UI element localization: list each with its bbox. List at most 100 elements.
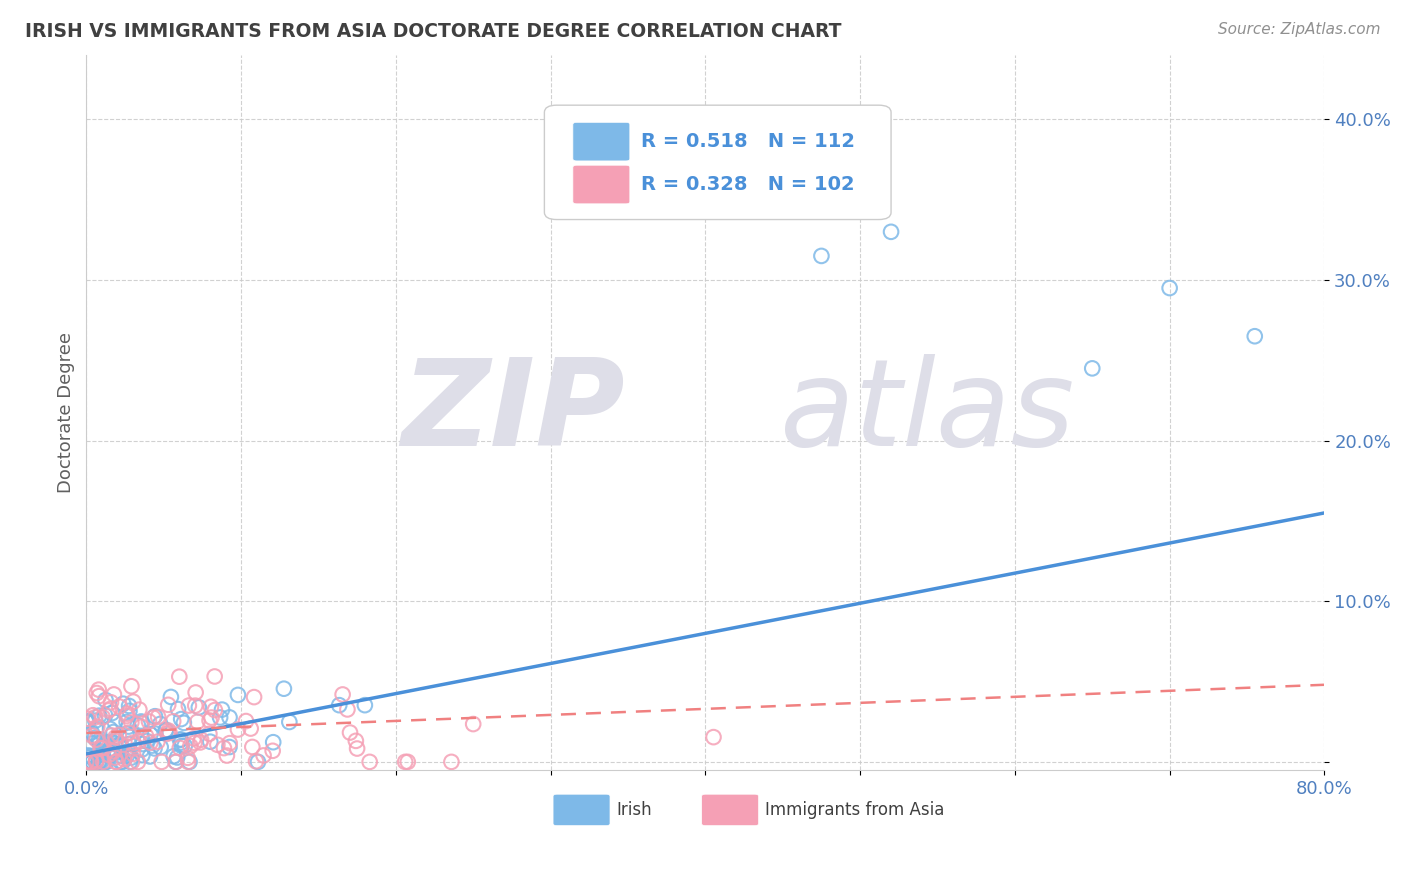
Point (87, 734, 110, 748)
Point (104, 750, 127, 764)
Point (77, 755, 100, 769)
Point (159, 725, 181, 739)
Point (336, 702, 359, 716)
Point (103, 725, 125, 739)
Point (98, 742, 121, 756)
Point (190, 732, 212, 747)
Text: R = 0.518   N = 112: R = 0.518 N = 112 (641, 132, 855, 151)
Point (77, 714, 100, 729)
Point (80, 729, 103, 743)
Point (162, 714, 184, 729)
Point (165, 755, 187, 769)
Point (463, 717, 485, 731)
Point (82, 708, 104, 723)
Point (239, 722, 262, 736)
Point (118, 704, 141, 718)
Point (155, 723, 177, 737)
Point (1081, 361, 1104, 376)
Point (204, 703, 226, 717)
Point (246, 755, 269, 769)
Point (262, 744, 284, 758)
Point (149, 740, 172, 755)
Point (117, 706, 139, 721)
Point (122, 736, 145, 750)
Point (146, 710, 169, 724)
Point (440, 755, 463, 769)
Point (91, 710, 114, 724)
Point (245, 754, 267, 768)
Point (273, 681, 295, 696)
Point (82, 755, 104, 769)
Point (169, 670, 191, 684)
Point (104, 731, 127, 745)
Point (278, 714, 301, 729)
Point (141, 739, 163, 753)
Point (880, 225, 903, 239)
Point (86, 686, 108, 700)
Point (129, 714, 152, 729)
Point (112, 697, 135, 711)
Point (167, 702, 190, 716)
Point (104, 734, 127, 748)
Point (115, 727, 138, 741)
Point (810, 249, 832, 263)
Point (226, 723, 249, 737)
Point (112, 752, 135, 766)
Point (218, 736, 240, 750)
Point (84, 710, 107, 724)
Point (87, 689, 110, 703)
Point (157, 723, 180, 738)
Point (118, 730, 141, 744)
Point (86, 732, 108, 747)
Point (155, 723, 177, 738)
Point (108, 699, 131, 714)
Point (198, 714, 221, 728)
Point (131, 742, 153, 756)
Text: Source: ZipAtlas.com: Source: ZipAtlas.com (1218, 22, 1381, 37)
Point (90, 747, 112, 762)
Point (215, 748, 238, 763)
Point (80, 737, 103, 751)
Point (84, 714, 107, 728)
Point (97, 703, 120, 717)
Point (110, 755, 132, 769)
Point (135, 729, 157, 743)
Point (94, 736, 117, 750)
Point (117, 725, 139, 739)
Point (91, 739, 114, 754)
Point (90, 747, 112, 762)
Point (1159, 281, 1181, 295)
Point (91, 738, 114, 752)
Point (173, 739, 195, 753)
FancyBboxPatch shape (572, 122, 630, 161)
Point (163, 749, 186, 764)
Point (187, 700, 209, 714)
Point (105, 746, 128, 760)
Point (127, 718, 149, 732)
Point (166, 750, 188, 764)
Point (186, 714, 208, 729)
Point (122, 695, 145, 709)
Point (131, 748, 153, 763)
Point (200, 699, 222, 714)
Point (120, 750, 142, 764)
Point (143, 741, 166, 756)
Point (146, 735, 169, 749)
Point (243, 690, 266, 705)
Point (128, 734, 150, 748)
Point (127, 755, 149, 769)
Point (200, 735, 222, 749)
Point (211, 703, 233, 717)
Point (1243, 329, 1265, 343)
Point (100, 695, 122, 709)
Point (82, 755, 104, 769)
Point (170, 732, 193, 747)
Point (115, 749, 138, 764)
Point (83, 731, 105, 745)
Point (179, 739, 201, 753)
Point (80, 755, 103, 769)
Y-axis label: Doctorate Degree: Doctorate Degree (58, 332, 75, 493)
Point (110, 748, 132, 763)
Point (84, 722, 107, 736)
FancyBboxPatch shape (572, 165, 630, 203)
